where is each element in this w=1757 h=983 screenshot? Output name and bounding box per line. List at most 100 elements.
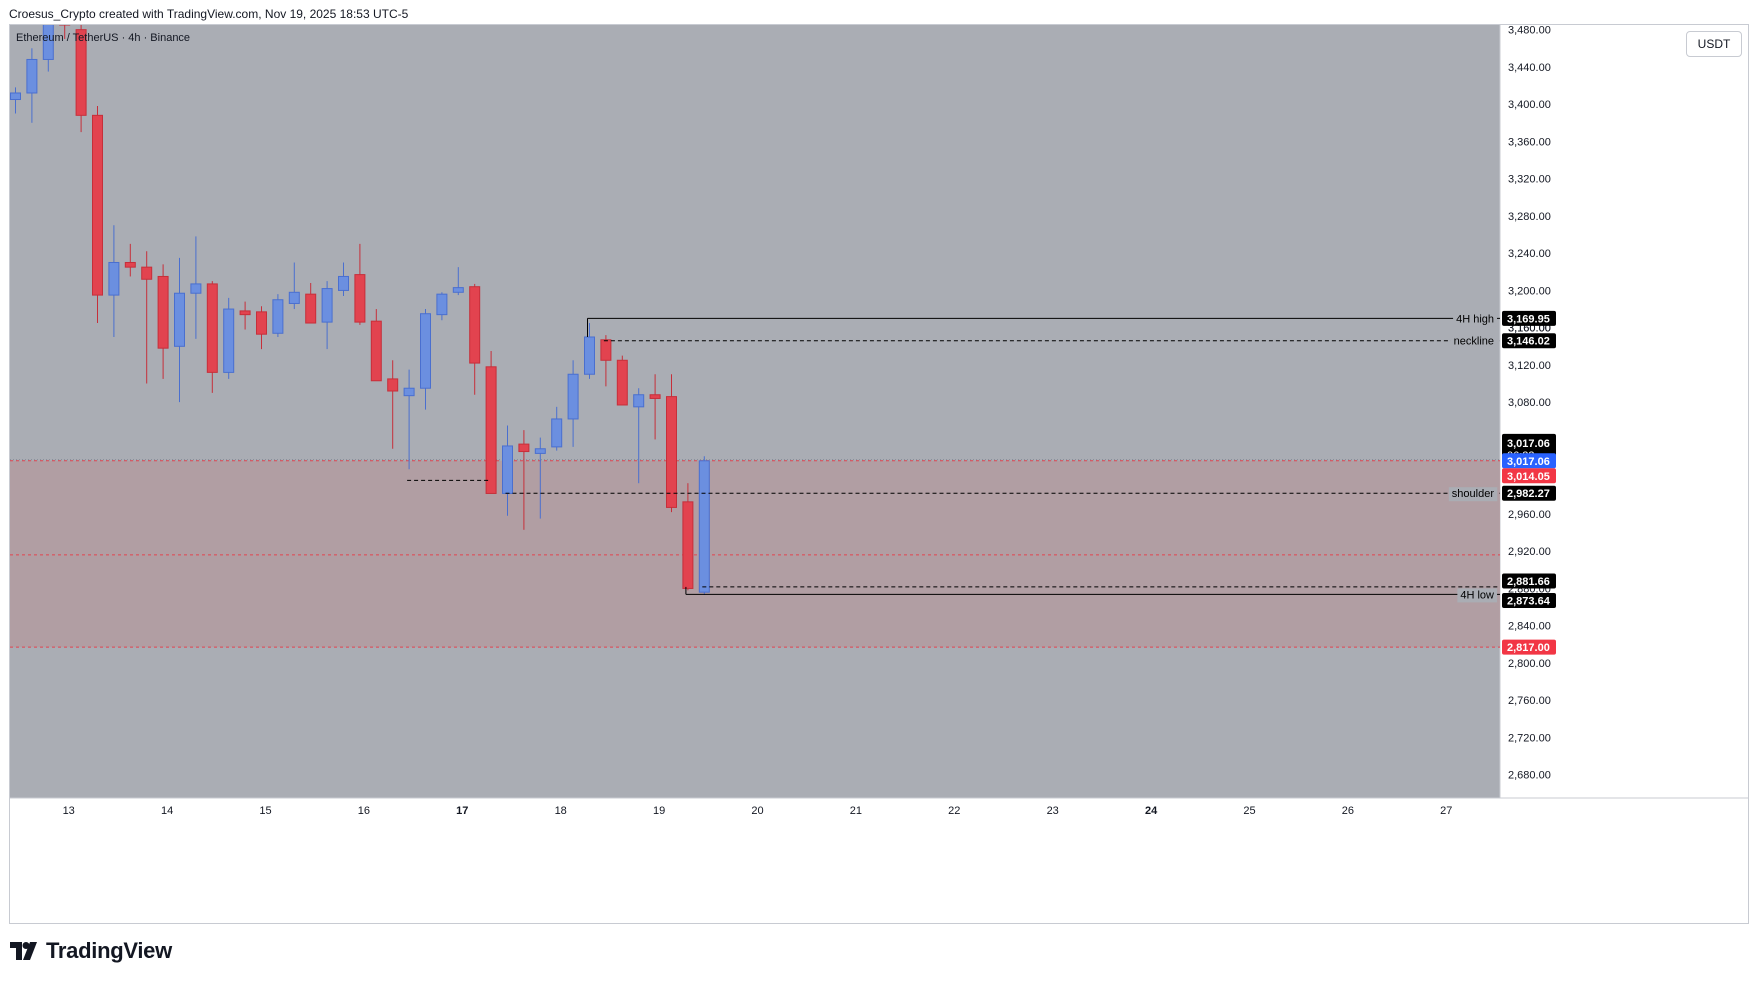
- candle[interactable]: [59, 25, 71, 39]
- price-tick-label: 3,360.00: [1508, 136, 1551, 148]
- candle[interactable]: [616, 355, 628, 406]
- candle[interactable]: [92, 106, 103, 324]
- candle[interactable]: [666, 374, 677, 513]
- candle[interactable]: [108, 225, 120, 337]
- shoulder-price-label-bg: [1502, 485, 1556, 501]
- candle[interactable]: [584, 323, 595, 379]
- candle-body: [567, 373, 579, 420]
- candle[interactable]: [354, 243, 366, 325]
- candle[interactable]: [124, 243, 136, 277]
- candle-body: [124, 261, 136, 268]
- candle[interactable]: [305, 282, 317, 324]
- candle-body: [305, 293, 317, 324]
- candle[interactable]: [321, 281, 333, 350]
- candle[interactable]: [10, 87, 21, 114]
- candle[interactable]: [42, 25, 54, 72]
- candle[interactable]: [420, 309, 431, 410]
- candle[interactable]: [403, 369, 415, 470]
- candle-body: [534, 448, 546, 454]
- candle-body: [141, 266, 153, 280]
- price-tick-label: 3,200.00: [1508, 285, 1551, 297]
- candle-body: [551, 418, 563, 448]
- candle-body: [452, 287, 464, 293]
- candle[interactable]: [600, 335, 612, 387]
- candle-body: [42, 25, 54, 60]
- symbol-legend: Ethereum / TetherUS · 4h · Binance: [16, 32, 190, 44]
- candle-body: [485, 366, 497, 494]
- candle-body: [584, 336, 595, 375]
- candle[interactable]: [141, 251, 153, 384]
- candle[interactable]: [223, 297, 235, 379]
- price-tick-label: 3,240.00: [1508, 248, 1551, 260]
- plot-area[interactable]: [10, 25, 1500, 798]
- level-label-bg: [1450, 334, 1497, 349]
- price-axis[interactable]: [1500, 25, 1748, 798]
- time-tick-label: 18: [555, 805, 567, 817]
- time-tick-label: 23: [1047, 805, 1059, 817]
- time-tick-label: 25: [1243, 805, 1255, 817]
- price-tick-label: 2,840.00: [1508, 621, 1551, 633]
- candle-body: [239, 310, 251, 316]
- candle[interactable]: [469, 283, 481, 395]
- level-label: neckline: [1454, 336, 1494, 348]
- candle[interactable]: [190, 236, 202, 339]
- candle[interactable]: [485, 350, 497, 494]
- candle-body: [288, 291, 300, 304]
- candle-body: [518, 443, 530, 453]
- price-tick-label: 2,920.00: [1508, 546, 1551, 558]
- tradingview-logo-icon: [10, 942, 37, 960]
- candle[interactable]: [698, 456, 710, 595]
- candle[interactable]: [682, 483, 694, 591]
- candle-body: [206, 283, 218, 373]
- candle[interactable]: [26, 48, 38, 123]
- candle[interactable]: [288, 262, 300, 310]
- time-tick-label: 16: [358, 805, 370, 817]
- candle[interactable]: [206, 281, 218, 393]
- candle[interactable]: [272, 294, 284, 337]
- candle[interactable]: [649, 374, 661, 440]
- candle-body: [272, 299, 284, 334]
- candle[interactable]: [370, 309, 382, 382]
- time-tick-label: 20: [751, 805, 763, 817]
- blue-price-label-bg: [1502, 453, 1556, 469]
- time-tick-label: 24: [1145, 805, 1158, 817]
- candle-body: [321, 288, 333, 323]
- candle[interactable]: [518, 430, 530, 530]
- high-price-label: 3,169.95: [1507, 313, 1550, 325]
- tradingview-logo[interactable]: TradingView: [10, 938, 172, 964]
- shoulder-price-label: 2,982.27: [1507, 488, 1550, 500]
- candle[interactable]: [256, 306, 267, 350]
- candle[interactable]: [436, 292, 448, 321]
- candle-body: [92, 114, 103, 296]
- candle[interactable]: [452, 267, 464, 296]
- high-price-label-bg: [1502, 310, 1556, 326]
- candle[interactable]: [239, 301, 251, 330]
- time-tick-label: 21: [850, 805, 862, 817]
- currency-unit-button[interactable]: USDT: [1686, 31, 1742, 57]
- candle-body: [633, 394, 645, 408]
- price-tick-label: 3,080.00: [1508, 397, 1551, 409]
- time-tick-label: 14: [161, 805, 173, 817]
- time-tick-label: 22: [948, 805, 960, 817]
- level-label: shoulder: [1452, 488, 1495, 500]
- candle[interactable]: [567, 360, 579, 447]
- candle[interactable]: [551, 406, 563, 451]
- candle[interactable]: [338, 262, 349, 297]
- price-tick-label: 2,720.00: [1508, 732, 1551, 744]
- red-price-label-bg: [1502, 468, 1556, 484]
- candle-body: [370, 320, 382, 382]
- candle[interactable]: [633, 388, 645, 484]
- time-axis[interactable]: [10, 798, 1748, 822]
- candle-body: [75, 29, 87, 116]
- candle[interactable]: [75, 25, 87, 133]
- candlestick-chart[interactable]: 4H high neckline shoulder 4H low 2,680.00 2,7…: [10, 25, 1748, 923]
- candle-body: [338, 275, 349, 291]
- candle[interactable]: [174, 257, 185, 403]
- candle[interactable]: [387, 360, 399, 449]
- candle[interactable]: [534, 437, 546, 519]
- time-tick-label: 15: [259, 805, 271, 817]
- level-label-bg: [1453, 312, 1497, 327]
- candle[interactable]: [157, 264, 169, 379]
- low-price-label-bg: [1502, 593, 1556, 609]
- candle-body: [10, 92, 21, 101]
